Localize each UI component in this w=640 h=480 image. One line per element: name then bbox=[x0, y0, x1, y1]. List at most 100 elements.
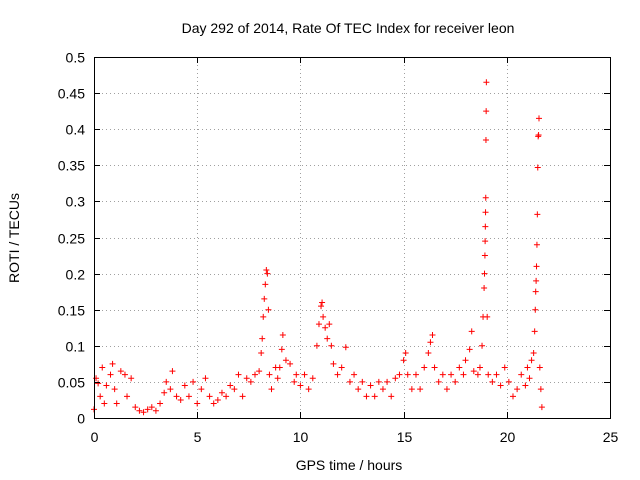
data-point bbox=[202, 375, 209, 382]
y-tick-label: 0.1 bbox=[66, 339, 86, 355]
data-point bbox=[388, 393, 395, 400]
data-point bbox=[429, 331, 436, 338]
data-point bbox=[320, 313, 327, 320]
data-point bbox=[425, 350, 432, 357]
data-point bbox=[384, 378, 391, 385]
data-point bbox=[247, 378, 254, 385]
data-point bbox=[190, 378, 197, 385]
data-point bbox=[532, 288, 539, 295]
data-point bbox=[518, 371, 525, 378]
data-point bbox=[439, 371, 446, 378]
data-point bbox=[305, 386, 312, 393]
data-point bbox=[124, 393, 131, 400]
data-point bbox=[287, 360, 294, 367]
data-point bbox=[351, 371, 358, 378]
data-point bbox=[117, 368, 124, 375]
data-point bbox=[509, 393, 516, 400]
data-point bbox=[474, 371, 481, 378]
data-point bbox=[259, 335, 266, 342]
data-point bbox=[315, 321, 322, 328]
data-point bbox=[408, 386, 415, 393]
data-point bbox=[489, 378, 496, 385]
data-point bbox=[392, 375, 399, 382]
data-point bbox=[282, 357, 289, 364]
data-point bbox=[536, 364, 543, 371]
y-tick-label: 0.2 bbox=[66, 267, 86, 283]
data-point bbox=[476, 364, 483, 371]
x-tick-label: 5 bbox=[194, 429, 202, 445]
data-point bbox=[483, 79, 490, 86]
y-tick-label: 0.05 bbox=[58, 375, 85, 391]
data-point bbox=[421, 364, 428, 371]
data-point bbox=[533, 277, 540, 284]
data-point bbox=[326, 321, 333, 328]
data-point bbox=[297, 382, 304, 389]
data-point bbox=[367, 382, 374, 389]
x-tick-label: 25 bbox=[603, 429, 619, 445]
data-point bbox=[431, 364, 438, 371]
data-point bbox=[324, 335, 331, 342]
data-point bbox=[482, 194, 489, 201]
data-point bbox=[524, 364, 531, 371]
data-point bbox=[346, 378, 353, 385]
data-point bbox=[243, 375, 250, 382]
data-point bbox=[402, 350, 409, 357]
data-point bbox=[528, 357, 535, 364]
y-tick-label: 0.4 bbox=[66, 122, 86, 138]
data-point bbox=[279, 331, 286, 338]
data-point bbox=[239, 393, 246, 400]
data-point bbox=[140, 409, 147, 416]
data-point bbox=[210, 400, 217, 407]
data-point bbox=[107, 371, 114, 378]
data-point bbox=[223, 393, 230, 400]
data-point bbox=[227, 382, 234, 389]
data-point bbox=[161, 389, 168, 396]
grid-layer bbox=[94, 57, 610, 418]
data-point bbox=[404, 371, 411, 378]
data-point bbox=[534, 164, 541, 171]
data-point bbox=[264, 270, 271, 277]
data-point bbox=[379, 386, 386, 393]
data-point bbox=[265, 306, 272, 313]
data-point bbox=[456, 364, 463, 371]
data-point bbox=[313, 342, 320, 349]
data-point bbox=[505, 378, 512, 385]
data-point bbox=[276, 364, 283, 371]
data-point bbox=[482, 137, 489, 144]
axis-ticks bbox=[94, 57, 611, 419]
data-point bbox=[412, 371, 419, 378]
data-point bbox=[258, 350, 265, 357]
data-point bbox=[443, 386, 450, 393]
data-point bbox=[400, 357, 407, 364]
data-point bbox=[479, 342, 486, 349]
y-tick-label: 0.3 bbox=[66, 194, 86, 210]
data-point bbox=[132, 404, 139, 411]
data-point bbox=[177, 396, 184, 403]
data-point bbox=[460, 371, 467, 378]
y-tick-label: 0.5 bbox=[66, 50, 86, 66]
data-point bbox=[266, 371, 273, 378]
data-point bbox=[371, 393, 378, 400]
data-point bbox=[235, 371, 242, 378]
data-point bbox=[144, 406, 151, 413]
data-point bbox=[482, 238, 489, 245]
data-point bbox=[484, 313, 491, 320]
data-point bbox=[435, 378, 442, 385]
data-point bbox=[533, 241, 540, 248]
data-point bbox=[293, 371, 300, 378]
data-point bbox=[497, 382, 504, 389]
data-point bbox=[251, 371, 258, 378]
x-tick-label: 0 bbox=[91, 429, 99, 445]
data-point bbox=[481, 252, 488, 259]
data-point bbox=[103, 382, 110, 389]
data-point bbox=[338, 364, 345, 371]
y-tick-label: 0 bbox=[77, 411, 85, 427]
data-point bbox=[113, 400, 120, 407]
data-point bbox=[95, 380, 102, 387]
data-point bbox=[198, 386, 205, 393]
data-point bbox=[101, 400, 108, 407]
data-point bbox=[318, 303, 325, 310]
y-tick-label: 0.15 bbox=[58, 303, 85, 319]
data-point bbox=[342, 344, 349, 351]
